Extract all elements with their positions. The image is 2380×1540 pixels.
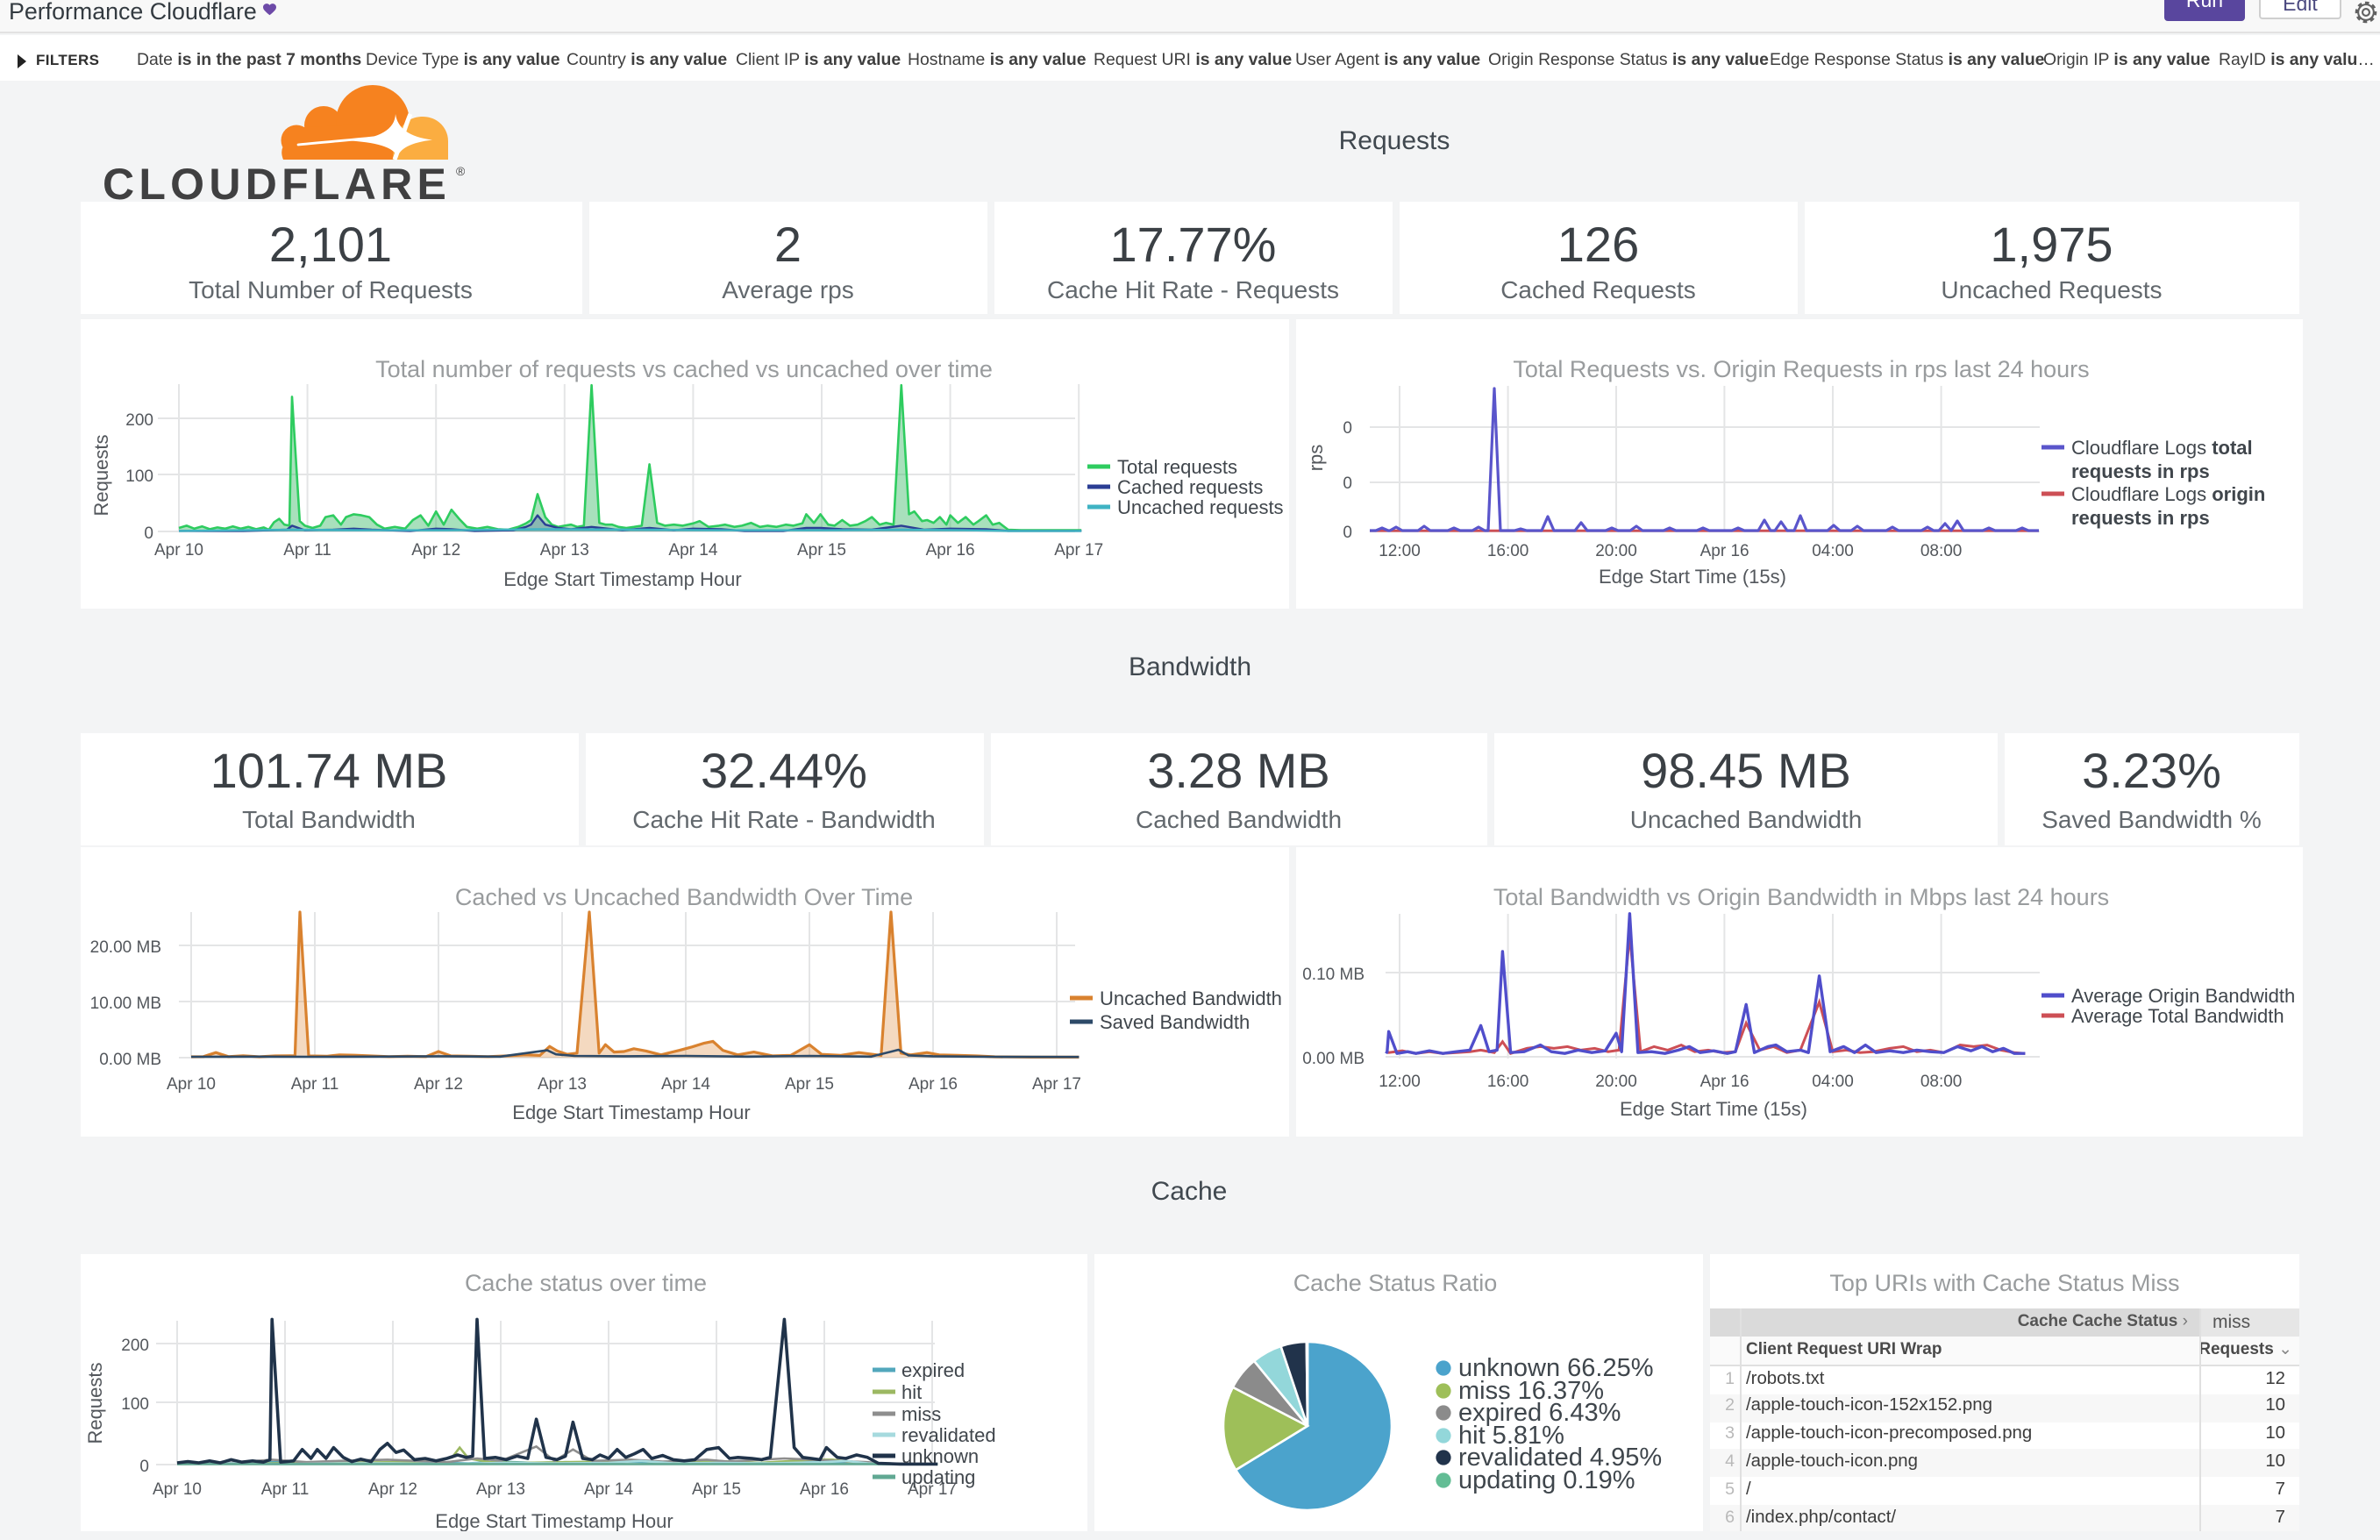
svg-text:Cache Status Ratio: Cache Status Ratio (1293, 1270, 1497, 1296)
svg-text:04:00: 04:00 (1812, 542, 1854, 560)
svg-text:Edge Start Time (15s): Edge Start Time (15s) (1599, 566, 1786, 588)
svg-text:Apr 11: Apr 11 (260, 1480, 309, 1499)
svg-text:Edge Start Timestamp Hour: Edge Start Timestamp Hour (434, 1510, 672, 1531)
svg-text:updating 0.19%: updating 0.19% (1457, 1466, 1635, 1494)
svg-text:Cache status over time: Cache status over time (464, 1270, 706, 1296)
svg-text:04:00: 04:00 (1812, 1073, 1854, 1091)
svg-text:Total Bandwidth vs Origin Band: Total Bandwidth vs Origin Bandwidth in M… (1493, 884, 2109, 910)
svg-text:Apr 17: Apr 17 (1053, 541, 1102, 560)
svg-text:Apr 12: Apr 12 (367, 1480, 417, 1499)
svg-text:unknown: unknown (901, 1445, 978, 1467)
svg-text:100: 100 (125, 467, 153, 486)
svg-text:20:00: 20:00 (1595, 542, 1637, 560)
svg-text:0.00 MB: 0.00 MB (1302, 1050, 1365, 1068)
svg-text:Apr 15: Apr 15 (784, 1075, 833, 1094)
svg-text:Apr 15: Apr 15 (691, 1480, 740, 1499)
svg-text:Apr 10: Apr 10 (152, 1480, 201, 1499)
svg-text:®: ® (456, 164, 465, 178)
svg-text:Cached requests: Cached requests (1116, 476, 1262, 498)
svg-text:Cloudflare Logs total: Cloudflare Logs total (2071, 437, 2253, 459)
svg-text:Apr 14: Apr 14 (667, 541, 716, 560)
svg-text:Cached vs Uncached Bandwidth O: Cached vs Uncached Bandwidth Over Time (454, 884, 912, 910)
svg-text:updating: updating (901, 1466, 974, 1488)
svg-text:0.00 MB: 0.00 MB (98, 1051, 160, 1069)
svg-text:miss: miss (901, 1403, 940, 1425)
svg-text:Apr 10: Apr 10 (153, 541, 203, 560)
svg-text:Average Total Bandwidth: Average Total Bandwidth (2071, 1005, 2284, 1027)
svg-text:Average Origin Bandwidth: Average Origin Bandwidth (2071, 985, 2295, 1007)
svg-text:0: 0 (143, 524, 153, 543)
svg-text:requests in rps: requests in rps (2071, 507, 2210, 529)
svg-text:revalidated: revalidated (901, 1424, 995, 1446)
svg-text:12:00: 12:00 (1379, 542, 1421, 560)
svg-text:expired: expired (901, 1359, 964, 1381)
svg-text:16:00: 16:00 (1487, 542, 1529, 560)
svg-text:Apr 17: Apr 17 (907, 1480, 956, 1499)
svg-text:Apr 16: Apr 16 (925, 541, 974, 560)
svg-text:Edge Start Timestamp Hour: Edge Start Timestamp Hour (511, 1102, 749, 1123)
svg-text:Apr 10: Apr 10 (166, 1075, 215, 1094)
svg-text:hit: hit (901, 1381, 921, 1403)
svg-text:Apr 13: Apr 13 (537, 1075, 586, 1094)
svg-text:Apr 16: Apr 16 (799, 1480, 848, 1499)
svg-text:unknown 66.25%: unknown 66.25% (1457, 1354, 1653, 1382)
svg-text:Edge Start Timestamp Hour: Edge Start Timestamp Hour (502, 568, 740, 590)
svg-text:expired 6.43%: expired 6.43% (1457, 1399, 1620, 1427)
svg-text:Uncached Bandwidth: Uncached Bandwidth (1099, 987, 1281, 1009)
svg-text:hit 5.81%: hit 5.81% (1457, 1422, 1564, 1450)
svg-text:Cloudflare Logs origin: Cloudflare Logs origin (2071, 483, 2265, 505)
svg-text:Uncached requests: Uncached requests (1116, 496, 1283, 518)
svg-text:Total Requests vs. Origin Requ: Total Requests vs. Origin Requests in rp… (1513, 356, 2089, 382)
svg-text:Edge Start Time (15s): Edge Start Time (15s) (1620, 1098, 1807, 1120)
svg-text:08:00: 08:00 (1920, 1073, 1963, 1091)
svg-text:0: 0 (1343, 474, 1352, 493)
svg-text:Apr 15: Apr 15 (796, 541, 845, 560)
svg-text:Apr 16: Apr 16 (1700, 1073, 1749, 1091)
svg-text:Apr 14: Apr 14 (583, 1480, 632, 1499)
svg-text:0: 0 (1343, 419, 1352, 438)
svg-text:Requests: Requests (83, 1363, 105, 1444)
svg-text:Apr 11: Apr 11 (290, 1075, 338, 1094)
svg-text:rps: rps (1305, 445, 1327, 472)
svg-text:0: 0 (139, 1458, 148, 1476)
svg-text:16:00: 16:00 (1487, 1073, 1529, 1091)
svg-text:Apr 14: Apr 14 (660, 1075, 709, 1094)
svg-text:miss 16.37%: miss 16.37% (1457, 1377, 1603, 1405)
svg-text:Total requests: Total requests (1116, 456, 1236, 478)
svg-text:revalidated 4.95%: revalidated 4.95% (1457, 1444, 1661, 1472)
svg-text:200: 200 (125, 411, 153, 430)
svg-text:Apr 16: Apr 16 (908, 1075, 957, 1094)
svg-text:200: 200 (120, 1337, 148, 1355)
svg-text:10.00 MB: 10.00 MB (89, 995, 160, 1013)
svg-text:Apr 13: Apr 13 (539, 541, 588, 560)
svg-text:20:00: 20:00 (1595, 1073, 1637, 1091)
svg-text:0: 0 (1343, 524, 1352, 542)
svg-text:Apr 12: Apr 12 (413, 1075, 462, 1094)
svg-text:08:00: 08:00 (1920, 542, 1963, 560)
svg-text:Requests: Requests (89, 435, 111, 517)
svg-text:CLOUDFLARE: CLOUDFLARE (103, 160, 450, 205)
svg-text:Saved Bandwidth: Saved Bandwidth (1099, 1011, 1249, 1033)
svg-text:0.10 MB: 0.10 MB (1302, 966, 1365, 984)
svg-text:Apr 11: Apr 11 (282, 541, 331, 560)
svg-text:Apr 13: Apr 13 (475, 1480, 524, 1499)
svg-text:100: 100 (120, 1395, 148, 1414)
svg-text:Apr 12: Apr 12 (410, 541, 460, 560)
svg-text:Total number of requests vs ca: Total number of requests vs cached vs un… (374, 356, 992, 382)
svg-text:requests in rps: requests in rps (2071, 460, 2210, 482)
svg-text:12:00: 12:00 (1379, 1073, 1421, 1091)
svg-text:20.00 MB: 20.00 MB (89, 938, 160, 957)
svg-text:Apr 17: Apr 17 (1031, 1075, 1080, 1094)
svg-text:Apr 16: Apr 16 (1700, 542, 1749, 560)
